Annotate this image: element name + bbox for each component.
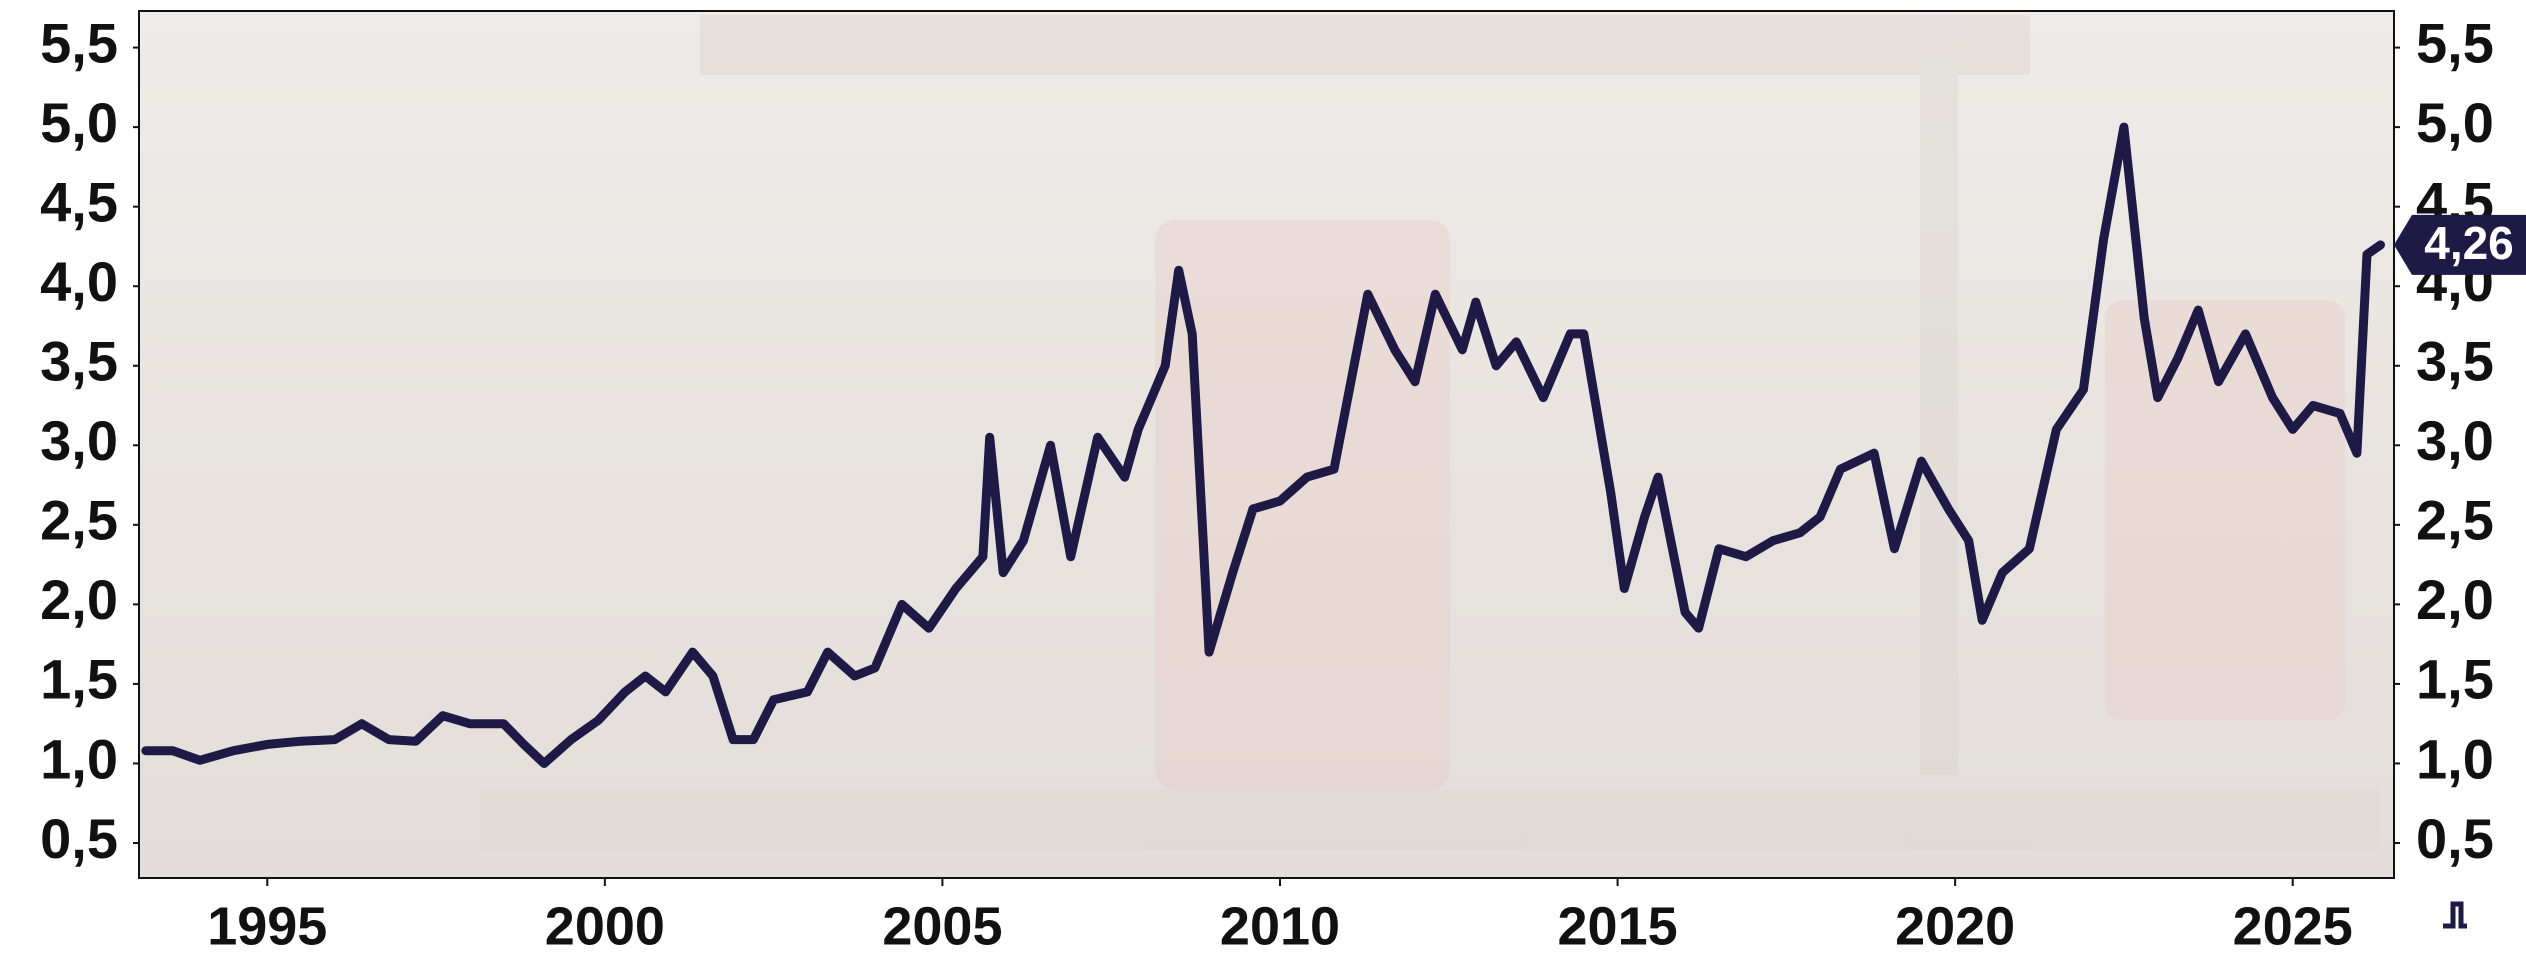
- x-tick-label: 2000: [545, 896, 665, 956]
- y2-tick-label: 5,5: [2416, 11, 2494, 74]
- y-tick-label: 5,0: [40, 91, 118, 154]
- x-tick-label: 2020: [1895, 896, 2015, 956]
- y-tick-label: 3,0: [40, 409, 118, 472]
- x-tick-label: 2025: [2233, 896, 2353, 956]
- y-tick-label: 2,5: [40, 489, 118, 552]
- y2-tick-label: 1,5: [2416, 648, 2494, 711]
- value-label: 4,26: [2424, 217, 2514, 269]
- x-tick-label: 1995: [207, 896, 327, 956]
- y2-tick-label: 3,5: [2416, 330, 2494, 393]
- y-tick-label: 4,0: [40, 250, 118, 313]
- y-tick-label: 0,5: [40, 807, 118, 870]
- y-tick-label: 5,5: [40, 11, 118, 74]
- x-tick-label: 2010: [1220, 896, 1340, 956]
- y2-tick-label: 2,5: [2416, 489, 2494, 552]
- y-tick-label: 2,0: [40, 568, 118, 631]
- y2-tick-label: 0,5: [2416, 807, 2494, 870]
- backdrop-scene: [480, 15, 2380, 850]
- y-tick-label: 3,5: [40, 330, 118, 393]
- x-tick-label: 2015: [1558, 896, 1678, 956]
- y2-tick-label: 2,0: [2416, 568, 2494, 631]
- y-tick-label: 1,5: [40, 648, 118, 711]
- y2-tick-label: 5,0: [2416, 91, 2494, 154]
- price-line: [141, 122, 2385, 768]
- logo-icon: [2443, 901, 2467, 929]
- y2-tick-label: 1,0: [2416, 727, 2494, 790]
- y-tick-label: 1,0: [40, 727, 118, 790]
- value-label-box: [2394, 214, 2526, 275]
- x-tick-label: 2005: [882, 896, 1002, 956]
- y2-tick-label: 3,0: [2416, 409, 2494, 472]
- y-tick-label: 4,5: [40, 170, 118, 233]
